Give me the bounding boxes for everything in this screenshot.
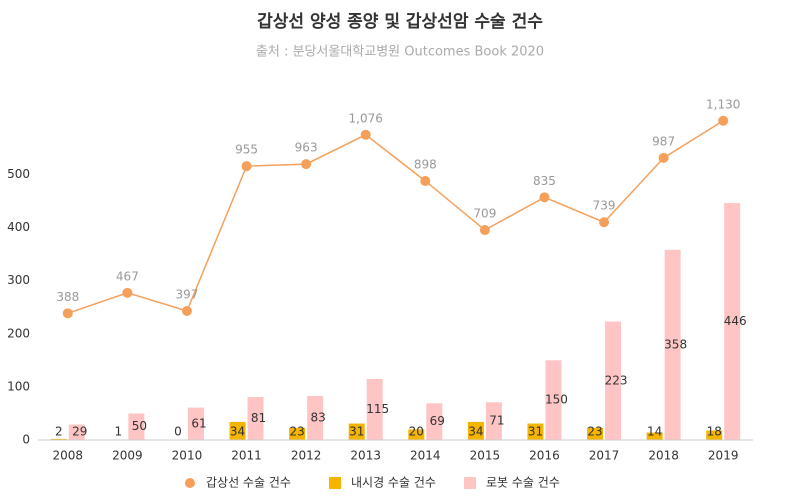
bar (485, 402, 502, 440)
data-label: 987 (652, 134, 675, 148)
x-tick-label: 2013 (350, 449, 381, 463)
x-tick-label: 2019 (708, 449, 739, 463)
x-tick-label: 2010 (172, 449, 203, 463)
legend-marker (464, 477, 476, 489)
line-point (301, 159, 312, 170)
data-label: 358 (664, 337, 687, 351)
bar (467, 421, 484, 440)
bar (289, 427, 306, 440)
data-label: 955 (235, 143, 258, 157)
data-label: 2 (55, 425, 63, 439)
bar (724, 203, 741, 440)
bar (348, 423, 365, 440)
bar (128, 413, 145, 440)
data-label: 23 (289, 425, 304, 439)
data-label: 69 (430, 414, 445, 428)
x-tick-label: 2016 (529, 449, 560, 463)
line-point (241, 161, 252, 172)
data-label: 34 (230, 425, 245, 439)
bar (706, 430, 723, 440)
data-label: 71 (489, 414, 504, 428)
data-label: 1 (115, 425, 123, 439)
bar (545, 360, 562, 440)
legend-marker (185, 478, 195, 488)
line-point (420, 175, 431, 186)
bar (527, 423, 544, 440)
legend-marker (329, 477, 341, 489)
data-label: 83 (310, 410, 325, 424)
y-tick-label: 100 (7, 379, 30, 393)
x-tick-label: 2012 (291, 449, 322, 463)
x-tick-label: 2009 (112, 449, 143, 463)
data-label: 23 (587, 425, 602, 439)
chart-title: 갑상선 양성 종양 및 갑상선암 수술 건수 (257, 12, 543, 32)
bar (408, 429, 425, 440)
data-label: 223 (605, 373, 628, 387)
line-point (479, 225, 490, 236)
x-tick-label: 2008 (53, 449, 84, 463)
chart-subtitle: 출처 : 분당서울대학교병원 Outcomes Book 2020 (256, 45, 544, 60)
data-label: 115 (366, 402, 389, 416)
data-label: 446 (724, 314, 747, 328)
data-label: 397 (176, 288, 199, 302)
data-label: 18 (707, 425, 722, 439)
line-point (62, 308, 73, 319)
bar (187, 407, 204, 440)
x-tick-label: 2011 (231, 449, 262, 463)
bar (587, 427, 604, 440)
line-point (718, 115, 729, 126)
line-point (122, 287, 133, 298)
data-label: 20 (409, 425, 424, 439)
bar (307, 395, 324, 440)
line-point (658, 152, 669, 163)
data-label: 14 (647, 425, 662, 439)
bar (50, 438, 67, 440)
data-label: 1,130 (706, 97, 740, 111)
bar (247, 396, 264, 440)
line-point (181, 306, 192, 317)
legend-label: 내시경 수술 건수 (351, 476, 436, 490)
y-tick-label: 200 (7, 326, 30, 340)
bar (229, 421, 246, 440)
x-tick-label: 2015 (470, 449, 501, 463)
y-tick-label: 300 (7, 273, 30, 287)
data-label: 61 (191, 416, 206, 430)
line-point (599, 217, 610, 228)
x-tick-label: 2017 (589, 449, 620, 463)
data-label: 31 (349, 425, 364, 439)
y-tick-label: 0 (22, 433, 30, 447)
legend-label: 로봇 수술 건수 (486, 476, 560, 490)
data-label: 739 (593, 199, 616, 213)
data-label: 467 (116, 269, 139, 283)
y-tick-label: 400 (7, 220, 30, 234)
data-label: 31 (528, 425, 543, 439)
data-label: 50 (132, 419, 147, 433)
data-label: 963 (295, 141, 318, 155)
legend-label: 갑상선 수술 건수 (206, 476, 291, 490)
bar (646, 432, 663, 440)
bar (68, 424, 85, 440)
data-label: 835 (533, 174, 556, 188)
line-point (539, 192, 550, 203)
data-label: 388 (56, 290, 79, 304)
line-point (360, 129, 371, 140)
bar (366, 378, 383, 440)
data-label: 709 (473, 207, 496, 221)
line (67, 120, 724, 315)
x-tick-label: 2018 (648, 449, 679, 463)
x-tick-label: 2014 (410, 449, 441, 463)
data-label: 81 (251, 411, 266, 425)
bar (426, 403, 443, 440)
data-label: 150 (545, 393, 568, 407)
bar (664, 249, 681, 440)
data-label: 34 (468, 425, 483, 439)
bar (605, 321, 622, 440)
data-label: 898 (414, 157, 437, 171)
y-tick-label: 500 (7, 167, 30, 181)
data-label: 0 (174, 425, 182, 439)
data-label: 29 (72, 425, 87, 439)
data-label: 1,076 (349, 111, 383, 125)
